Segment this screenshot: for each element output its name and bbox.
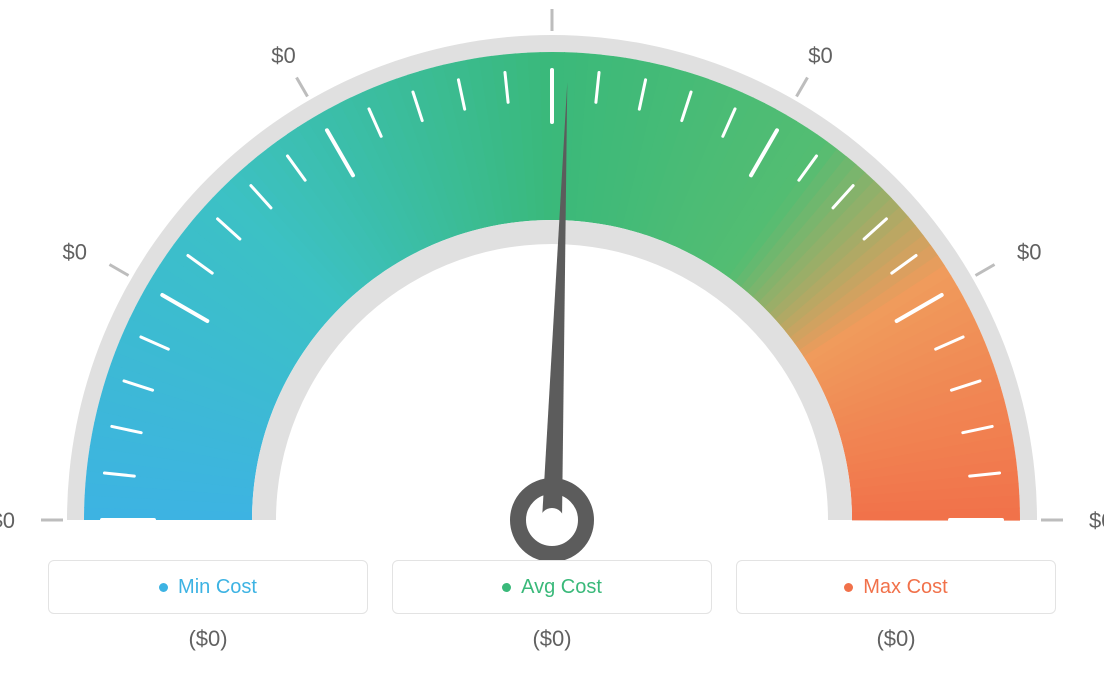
legend-row: Min Cost ($0) Avg Cost ($0) Max Cost ($0… (0, 560, 1104, 690)
legend-head-min: Min Cost (48, 560, 368, 614)
legend-label-avg: Avg Cost (521, 576, 602, 599)
gauge-svg: $0$0$0$0$0$0$0 (0, 0, 1104, 560)
legend-label-max: Max Cost (863, 576, 947, 599)
svg-text:$0: $0 (1089, 508, 1104, 533)
svg-text:$0: $0 (0, 508, 15, 533)
legend-item-avg: Avg Cost ($0) (392, 560, 712, 682)
legend-dot-min (159, 583, 168, 592)
svg-text:$0: $0 (271, 43, 295, 68)
svg-text:$0: $0 (808, 43, 832, 68)
svg-text:$0: $0 (62, 240, 86, 265)
legend-dot-avg (502, 583, 511, 592)
legend-head-avg: Avg Cost (392, 560, 712, 614)
legend-label-min: Min Cost (178, 576, 257, 599)
legend-value-avg: ($0) (532, 626, 571, 652)
legend-item-max: Max Cost ($0) (736, 560, 1056, 682)
legend-dot-max (844, 583, 853, 592)
legend-head-max: Max Cost (736, 560, 1056, 614)
legend-value-min: ($0) (188, 626, 227, 652)
gauge-chart: $0$0$0$0$0$0$0 (0, 0, 1104, 560)
legend-item-min: Min Cost ($0) (48, 560, 368, 682)
svg-text:$0: $0 (1017, 240, 1041, 265)
legend-value-max: ($0) (876, 626, 915, 652)
